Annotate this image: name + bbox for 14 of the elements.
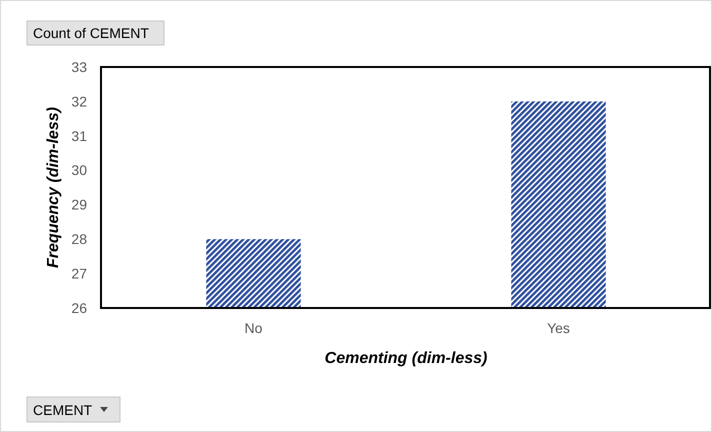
y-tick-label: 30 <box>71 162 88 178</box>
y-tick-label: 29 <box>71 196 88 213</box>
text: CEMENT <box>33 402 93 418</box>
y-tick-label: 28 <box>71 231 88 248</box>
y-tick-label: 33 <box>71 58 88 75</box>
text: Count of CEMENT <box>33 25 150 41</box>
x-tick-label: No <box>244 320 263 336</box>
x-axis-title: Cementing (dim-less) <box>324 350 488 367</box>
x-tick-label: Yes <box>547 320 570 336</box>
y-axis-title: Frequency (dim-less) <box>45 107 62 268</box>
y-tick-label: 32 <box>71 93 88 110</box>
y-tick-label: 27 <box>71 265 88 282</box>
y-tick-label: 26 <box>71 300 88 316</box>
y-tick-label: 31 <box>71 128 88 144</box>
